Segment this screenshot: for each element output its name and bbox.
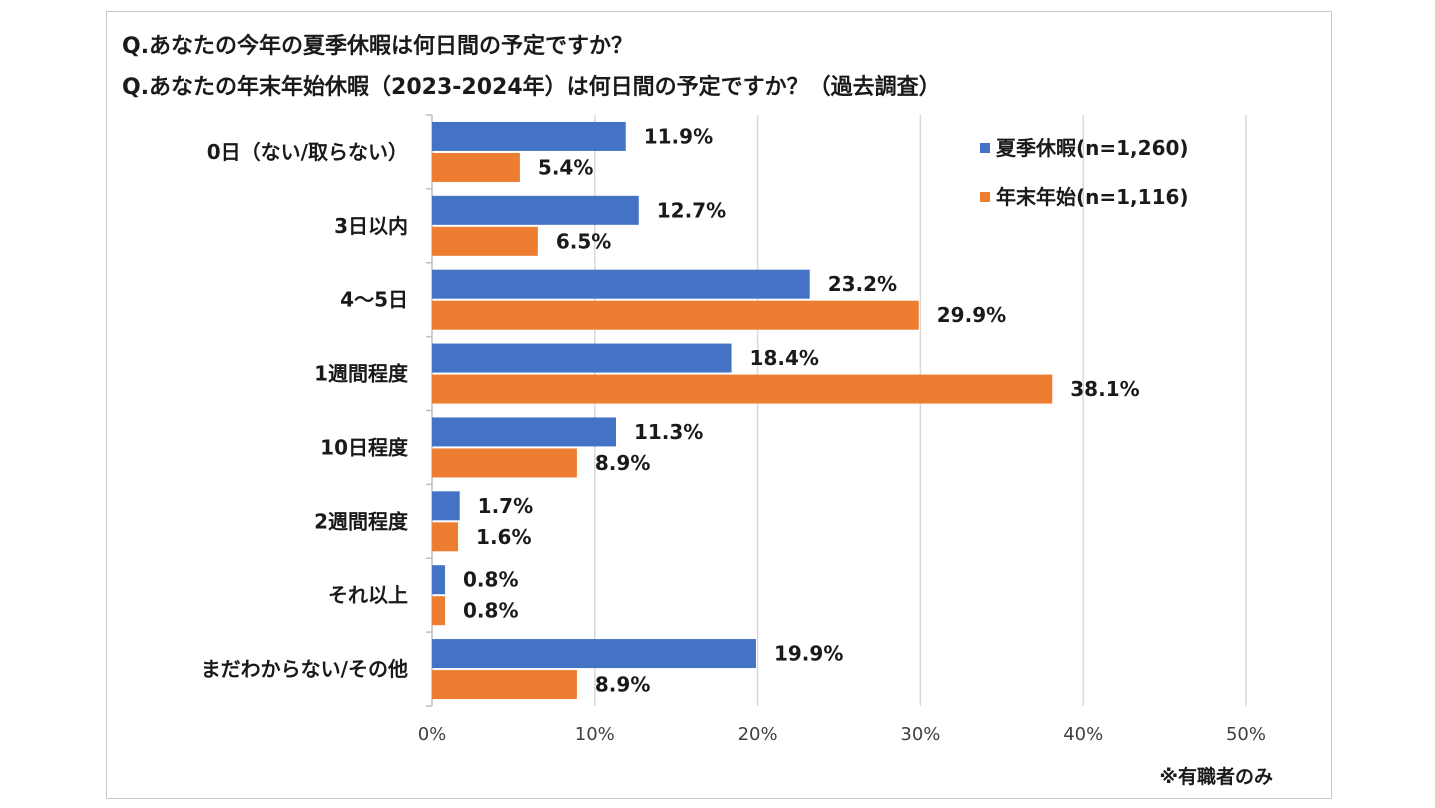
x-tick-label: 30% [900, 724, 940, 745]
chart-title-line-2: Q.あなたの年末年始休暇（2023-2024年）は何日間の予定ですか？（過去調査… [122, 75, 941, 100]
legend-label: 夏季休暇(n=1,260) [996, 136, 1189, 160]
category-label: 4～5日 [340, 288, 408, 312]
data-label: 12.7% [657, 198, 726, 222]
category-label: 10日程度 [320, 435, 409, 459]
data-label: 1.7% [478, 494, 533, 518]
category-label: 2週間程度 [314, 509, 409, 533]
data-label: 23.2% [828, 272, 897, 296]
footnote: ※有職者のみ [1159, 766, 1273, 788]
summer-bar [432, 565, 446, 595]
newyear-bar [432, 522, 459, 552]
summer-bar [432, 417, 616, 447]
data-label: 18.4% [750, 346, 819, 370]
legend-swatch [980, 192, 990, 202]
newyear-bar [432, 152, 520, 182]
legend-label: 年末年始(n=1,116) [996, 185, 1189, 209]
x-tick-label: 40% [1063, 724, 1103, 745]
data-label: 1.6% [476, 525, 531, 549]
data-label: 6.5% [556, 229, 611, 253]
category-label: 0日（ない/取らない） [207, 140, 408, 164]
summer-bar [432, 121, 626, 151]
summer-bar [432, 195, 639, 225]
data-label: 38.1% [1070, 377, 1139, 401]
data-label: 8.9% [595, 673, 650, 697]
category-label: 3日以内 [334, 214, 408, 238]
summer-bar [432, 639, 756, 669]
data-label: 11.9% [644, 124, 713, 148]
x-tick-label: 50% [1226, 724, 1266, 745]
x-tick-label: 20% [738, 724, 778, 745]
category-label: それ以上 [328, 583, 408, 607]
data-label: 0.8% [463, 568, 518, 592]
category-label: 1週間程度 [314, 362, 409, 386]
data-label: 29.9% [937, 303, 1006, 327]
newyear-bar [432, 448, 577, 478]
chart-title-line-1: Q.あなたの今年の夏季休暇は何日間の予定ですか？ [122, 34, 634, 59]
legend-swatch [980, 143, 990, 153]
category-label: まだわからない/その他 [201, 657, 408, 681]
x-tick-label: 10% [575, 724, 615, 745]
newyear-bar [432, 226, 538, 256]
newyear-bar [432, 670, 577, 700]
summer-bar [432, 343, 732, 373]
newyear-bar [432, 374, 1053, 404]
data-label: 11.3% [634, 420, 703, 444]
summer-bar [432, 269, 810, 299]
data-label: 0.8% [463, 599, 518, 623]
summer-bar [432, 491, 460, 521]
newyear-bar [432, 300, 919, 330]
data-label: 19.9% [774, 642, 843, 666]
data-label: 8.9% [595, 451, 650, 475]
data-label: 5.4% [538, 155, 593, 179]
newyear-bar [432, 596, 446, 626]
x-tick-label: 0% [418, 724, 447, 745]
